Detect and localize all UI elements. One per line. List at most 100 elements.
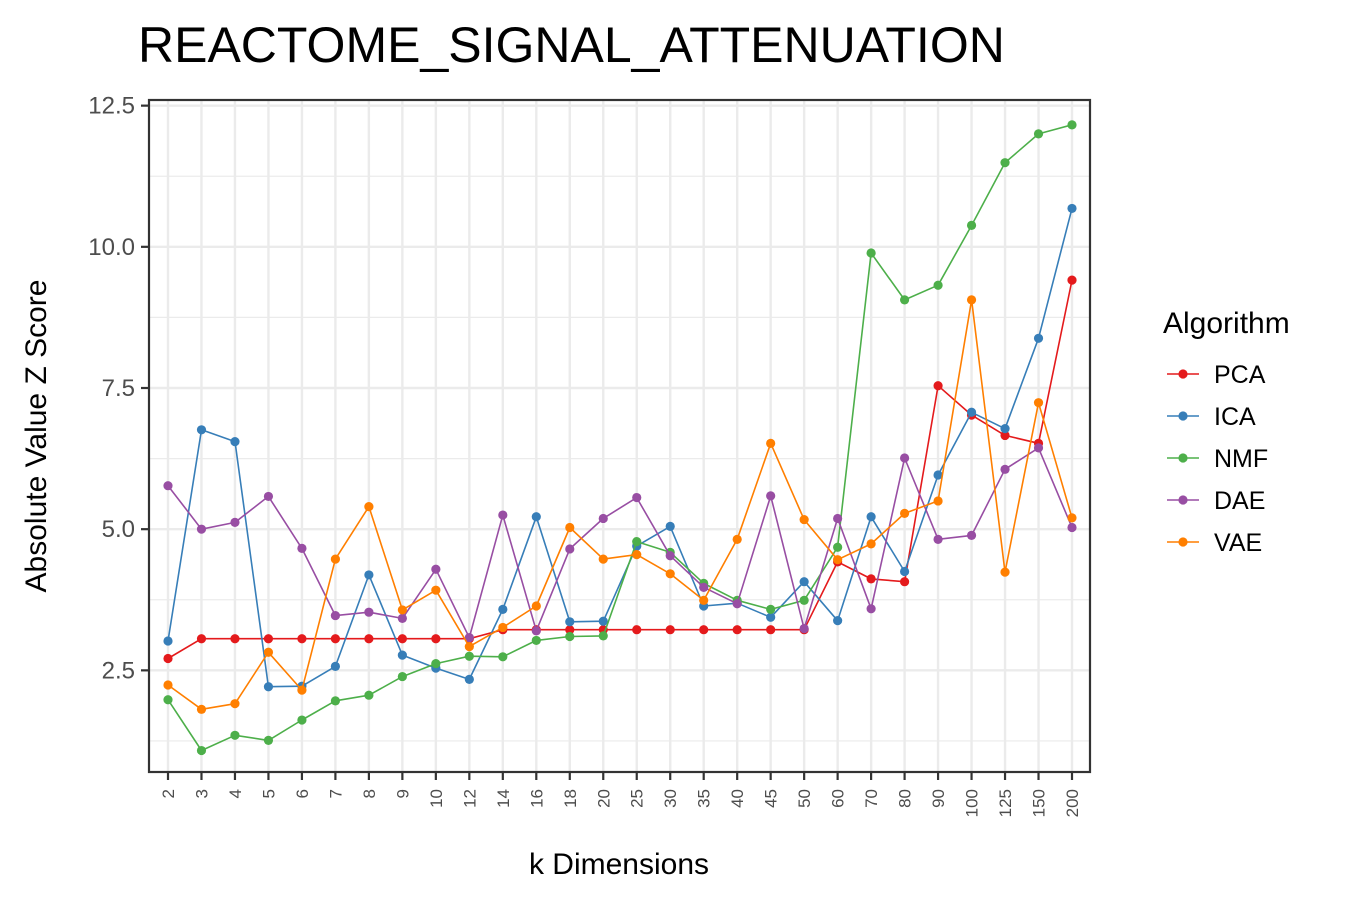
data-point-vae <box>598 554 608 564</box>
data-point-nmf <box>799 595 809 605</box>
x-tick-label: 7 <box>326 789 345 798</box>
data-point-pca <box>1000 430 1010 441</box>
data-point-dae <box>1067 522 1077 533</box>
x-tick-label: 2 <box>159 789 178 798</box>
data-point-vae <box>196 704 207 714</box>
data-point-vae <box>966 295 977 305</box>
y-axis-title: Absolute Value Z Score <box>20 280 53 593</box>
data-point-vae <box>665 569 675 579</box>
data-point-dae <box>230 517 240 528</box>
data-point-ica <box>163 636 173 646</box>
legend-title: Algorithm <box>1163 307 1290 340</box>
data-point-nmf <box>1067 120 1077 130</box>
plot-background <box>149 100 1090 772</box>
data-point-vae <box>1000 567 1010 577</box>
x-tick-label: 100 <box>963 789 982 817</box>
legend-item-nmf: NMF <box>1167 445 1268 473</box>
data-point-ica <box>364 570 374 580</box>
data-point-pca <box>230 634 240 644</box>
data-point-ica <box>330 661 341 672</box>
data-point-vae <box>330 554 341 564</box>
data-point-vae <box>933 496 943 506</box>
legend-marker-pca <box>1178 369 1188 379</box>
data-point-vae <box>498 622 508 633</box>
series-line-ica <box>167 208 1073 688</box>
x-tick-label: 150 <box>1030 789 1049 817</box>
data-point-ica <box>498 604 508 614</box>
data-point-nmf <box>1000 158 1010 168</box>
data-point-vae <box>899 508 910 518</box>
data-point-pca <box>330 634 341 644</box>
data-point-pca <box>1067 275 1077 285</box>
y-tick-label: 7.5 <box>102 375 135 402</box>
x-tick-label: 14 <box>494 789 513 808</box>
data-point-dae <box>866 604 876 614</box>
data-point-pca <box>364 634 374 644</box>
data-point-nmf <box>397 671 407 682</box>
x-tick-label: 5 <box>259 789 278 798</box>
legend-item-vae: VAE <box>1167 529 1262 557</box>
legend-label-vae: VAE <box>1214 529 1262 557</box>
data-point-pca <box>196 634 207 644</box>
data-point-vae <box>732 534 742 544</box>
data-point-ica <box>766 612 776 622</box>
x-axis-title: k Dimensions <box>529 848 709 881</box>
data-point-vae <box>565 522 575 533</box>
legend-item-ica: ICA <box>1167 403 1256 431</box>
data-point-pca <box>397 634 407 644</box>
x-tick-label: 8 <box>360 789 379 798</box>
data-point-vae <box>866 539 876 549</box>
x-tick-label: 10 <box>427 789 446 808</box>
data-point-vae <box>163 680 173 690</box>
data-point-dae <box>397 613 407 624</box>
chart-title: REACTOME_SIGNAL_ATTENUATION <box>138 17 1005 73</box>
data-point-dae <box>833 513 843 524</box>
series-dae <box>163 443 1077 643</box>
data-point-nmf <box>1033 129 1044 139</box>
data-point-nmf <box>498 652 508 662</box>
x-tick-label: 6 <box>293 789 312 798</box>
legend-marker-vae <box>1178 537 1188 547</box>
x-tick-label: 9 <box>393 789 412 798</box>
series-line-dae <box>167 447 1073 639</box>
x-tick-label: 20 <box>594 789 613 808</box>
x-tick-label: 45 <box>762 789 781 808</box>
data-point-pca <box>732 625 742 635</box>
data-point-ica <box>966 407 977 417</box>
x-tick-label: 25 <box>628 789 647 808</box>
legend-label-nmf: NMF <box>1214 445 1268 473</box>
data-point-vae <box>833 555 843 565</box>
data-point-ica <box>531 512 541 522</box>
data-point-ica <box>665 521 675 531</box>
data-point-dae <box>163 481 173 491</box>
data-point-ica <box>866 512 876 522</box>
data-point-pca <box>933 381 943 391</box>
data-point-vae <box>263 647 274 657</box>
data-point-dae <box>1000 464 1010 474</box>
data-point-pca <box>163 653 173 664</box>
x-tick-label: 16 <box>527 789 546 808</box>
x-tick-label: 90 <box>929 789 948 808</box>
data-point-dae <box>799 623 809 634</box>
x-tick-label: 200 <box>1063 789 1082 817</box>
data-point-dae <box>1033 443 1044 453</box>
data-point-nmf <box>431 658 441 669</box>
data-point-nmf <box>966 220 977 230</box>
data-point-vae <box>464 642 474 652</box>
data-point-pca <box>632 625 642 635</box>
data-point-vae <box>397 605 407 615</box>
data-point-pca <box>665 625 675 635</box>
data-point-nmf <box>196 745 207 756</box>
data-point-vae <box>799 514 809 525</box>
data-point-vae <box>632 549 642 560</box>
series-nmf <box>163 120 1077 756</box>
data-point-ica <box>933 470 943 480</box>
data-point-nmf <box>899 295 910 305</box>
data-point-pca <box>263 634 274 644</box>
data-point-ica <box>397 650 407 660</box>
y-tick-label: 10.0 <box>88 234 135 261</box>
series-vae <box>163 295 1077 714</box>
data-point-dae <box>665 551 675 561</box>
data-point-vae <box>699 595 709 605</box>
